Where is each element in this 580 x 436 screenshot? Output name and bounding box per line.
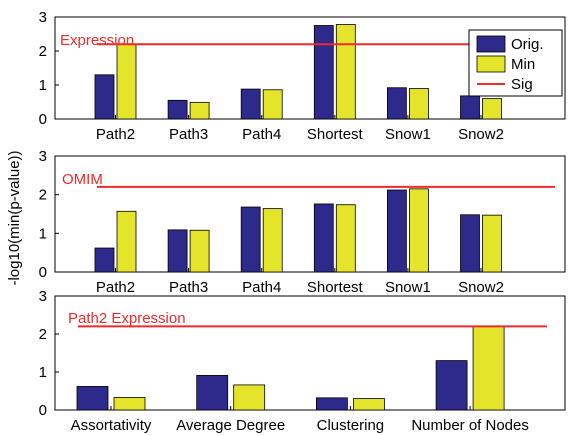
legend-swatch [476,55,506,73]
bar-orig [240,88,261,120]
y-tick-label: 3 [39,288,47,305]
bar-orig [313,203,334,273]
bar-min [262,208,283,273]
panel-1: 0 1 2 3 Path2 Path3 Path4 Shortest Snow1 Snow2 Exp… [39,9,566,143]
bar-min [113,397,146,411]
x-tick-label: Shortest [307,126,364,143]
legend-swatch [476,35,506,53]
bar-min [482,214,502,273]
x-tick-label: Path2 [96,279,135,296]
bar-min [189,229,210,273]
legend-label: Orig. [511,36,544,53]
bar-orig [315,397,348,411]
bar-min [408,88,429,120]
panels: 0 1 2 3 Path2 Path3 Path4 Shortest Snow1 Snow2 Exp… [39,9,566,434]
axes-frame [54,155,566,273]
x-tick-label: Clustering [317,417,385,434]
y-tick-label: 1 [39,225,47,242]
bar-min [335,204,356,273]
bar-min [189,101,210,120]
bar-min [482,98,502,120]
bar-orig [460,214,480,273]
y-tick-label: 3 [39,9,47,26]
x-tick-label: Path2 [96,126,135,143]
panel-2: 0 1 2 3 Path2 Path3 Path4 Shortest Snow1 Snow2 OMI… [39,148,566,296]
y-tick-label: 0 [39,111,47,128]
x-tick-label: Snow2 [458,279,504,296]
x-tick-label: Snow1 [385,126,431,143]
panel-3: 0 1 2 3 Assortativity Average Degree Clusterin… [39,288,566,434]
bar-min [116,43,137,120]
bar-orig [196,375,229,411]
bar-min [116,210,137,273]
bar-orig [240,206,261,273]
bar-min [262,89,283,120]
y-tick-label: 1 [39,364,47,381]
x-tick-label: Average Degree [176,417,285,434]
axes-frame [54,16,566,120]
bar-orig [167,229,188,273]
y-tick-label: 3 [39,148,47,165]
bar-orig [94,247,115,273]
bar-orig [94,74,115,120]
y-tick-label: 2 [39,326,47,343]
bar-orig [167,99,188,120]
bar-orig [435,360,468,411]
x-tick-label: Number of Nodes [411,417,529,434]
panel-annotation: Path2 Expression [68,310,186,327]
panel-annotation: OMIM [62,171,103,188]
bar-min [233,384,266,411]
x-tick-label: Snow2 [458,126,504,143]
bar-orig [386,189,407,273]
x-tick-label: Assortativity [71,417,152,434]
legend: Orig. Min Sig [468,29,563,97]
y-axis-label: -log10(min(p-value)) [6,150,23,285]
bar-min [352,398,385,411]
y-tick-label: 1 [39,77,47,94]
x-tick-label: Path4 [242,126,281,143]
x-tick-label: Path4 [242,279,281,296]
y-tick-label: 2 [39,43,47,60]
x-tick-label: Snow1 [385,279,431,296]
bar-min [472,325,505,411]
bar-orig [386,87,407,120]
axes-frame [54,295,566,411]
x-tick-label: Shortest [307,279,364,296]
bar-orig [313,25,334,120]
y-tick-label: 2 [39,187,47,204]
bar-orig [76,386,109,411]
y-tick-label: 0 [39,264,47,281]
panel-annotation: Expression [60,32,134,49]
bar-min [335,24,356,120]
y-tick-label: 0 [39,402,47,419]
x-tick-label: Path3 [169,279,208,296]
bar-orig [460,95,480,120]
legend-label: Sig [511,76,533,93]
legend-label: Min [511,56,535,73]
x-tick-label: Path3 [169,126,208,143]
bar-min [408,188,429,273]
